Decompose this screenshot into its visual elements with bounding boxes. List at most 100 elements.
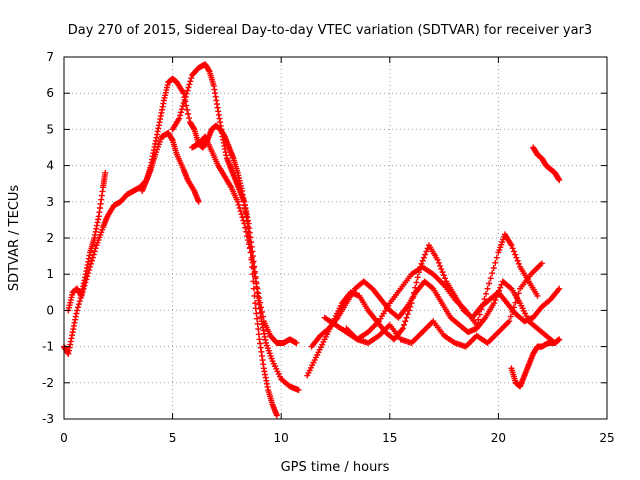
data-point [428,284,435,291]
data-point [89,254,96,261]
y-tick-label: 6 [46,86,54,100]
data-point [239,214,246,221]
data-point [476,311,483,318]
data-point [179,103,186,110]
data-point [251,270,258,277]
data-point [492,259,499,266]
data-point [403,314,410,321]
data-point [256,294,263,301]
data-point [435,259,442,266]
data-point [420,254,427,261]
data-point [257,299,264,306]
data-point [514,257,521,264]
data-point [243,228,250,235]
data-point [181,96,188,103]
y-tick-label: -3 [42,412,54,426]
data-point [185,84,192,91]
data-point [247,249,254,256]
x-tick-label: 20 [491,431,506,445]
data-point [185,110,192,117]
data-point [178,106,185,113]
data-point [254,285,261,292]
data-point [509,308,516,315]
data-point [512,299,519,306]
data-point [234,198,241,205]
data-point [252,275,259,282]
data-point [182,93,189,100]
data-point [414,274,421,281]
x-tick-label: 0 [60,431,68,445]
data-point [244,237,251,244]
data-point [295,387,302,394]
data-point [88,257,95,264]
series-track-10 [508,336,563,390]
data-point [556,336,563,343]
data-point [177,112,184,119]
data-point [534,292,541,299]
data-point [484,285,491,292]
data-point [74,307,81,314]
series-track-3 [139,75,280,419]
data-point [401,321,408,328]
y-tick-label: 7 [46,50,54,64]
data-point [509,245,516,252]
data-point [486,280,493,287]
data-point [75,301,82,308]
axis-ticks: 0 5 10 15 20 25 -3 -2 -1 0 1 2 3 4 5 6 7 [42,50,615,445]
data-point [494,290,501,297]
data-point [184,87,191,94]
data-point [253,280,260,287]
x-axis-label: GPS time / hours [281,460,390,475]
data-point [258,308,265,315]
x-tick-label: 5 [169,431,177,445]
data-point [102,169,109,176]
data-point [513,254,520,261]
data-point [481,296,488,303]
data-point [74,304,81,311]
data-point [482,290,489,297]
data-point [475,316,482,323]
data-point [493,293,500,300]
series-track-2 [65,169,109,314]
data-point [422,251,429,258]
data-point [258,304,265,311]
x-tick-label: 25 [599,431,614,445]
data-point [497,284,504,291]
data-point [244,232,251,239]
y-tick-label: 1 [46,267,54,281]
y-tick-label: 4 [46,159,54,173]
data-point [515,290,522,297]
data-point [246,245,253,252]
data-point [176,115,183,122]
data-point [515,260,522,267]
data-point [437,262,444,269]
data-point [434,256,441,263]
series-track-1 [61,130,202,357]
data-point [240,217,247,224]
series-track-9 [343,260,545,350]
data-point [90,251,97,258]
data-point [91,248,98,255]
data-point [404,311,411,318]
data-point [413,279,420,286]
y-tick-label: -2 [42,376,54,390]
data-point [496,287,503,294]
data-point [242,224,249,231]
data-point [438,266,445,273]
data-point [186,115,193,122]
y-tick-label: 5 [46,122,54,136]
data-point [255,326,262,333]
data-point [512,251,519,258]
data-point [183,90,190,97]
data-point [423,248,430,255]
grid [64,57,607,419]
data-point [440,272,447,279]
data-point [478,306,485,313]
data-point [487,275,494,282]
data-point [473,321,480,328]
data-point [506,318,513,325]
data-point [556,285,563,292]
data-point [508,242,515,249]
data-point [255,290,262,297]
data-point [493,254,500,261]
